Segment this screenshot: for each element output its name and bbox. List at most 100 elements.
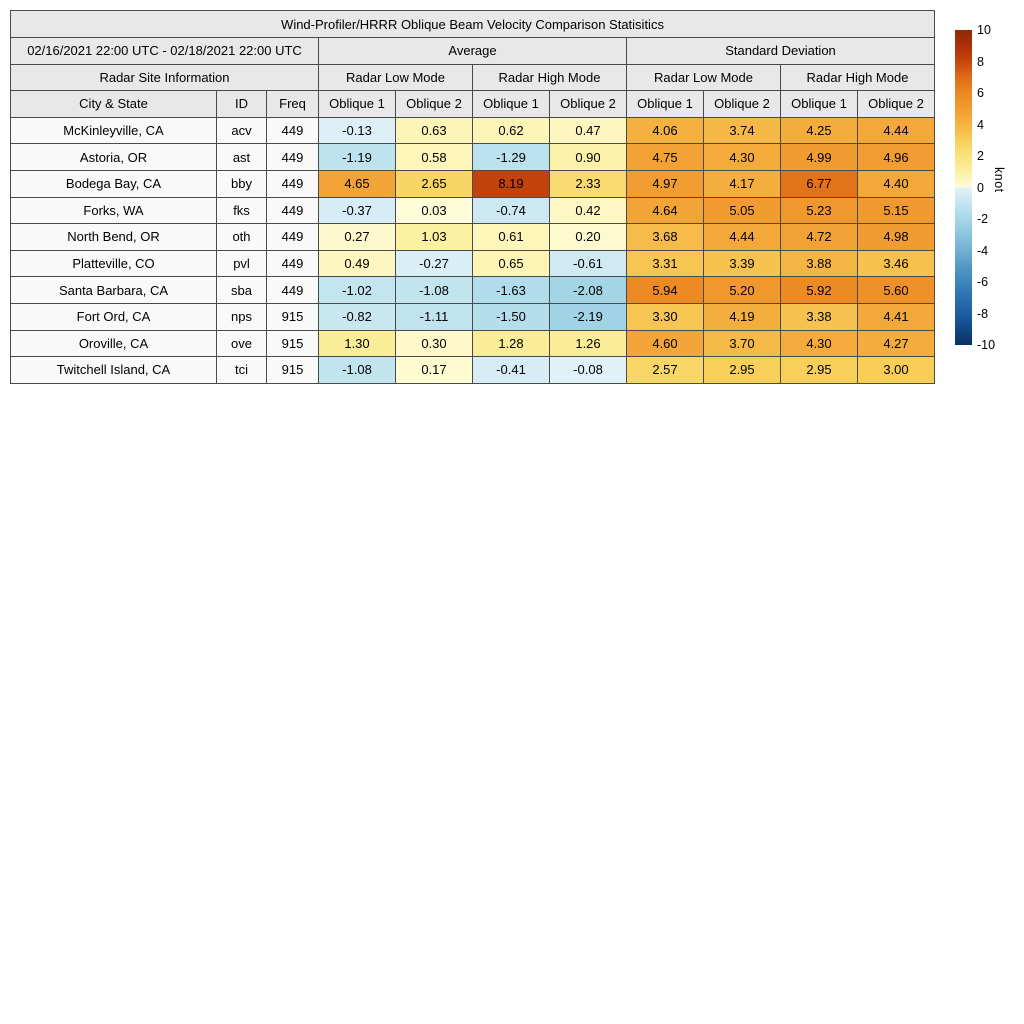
colorbar — [955, 30, 972, 345]
value-cell: 0.61 — [472, 223, 550, 251]
value-cell: 4.97 — [626, 169, 704, 198]
value-cell: -1.50 — [472, 302, 550, 331]
value-cell: -1.11 — [395, 302, 473, 331]
std-high-mode-header: Radar High Mode — [780, 63, 935, 92]
city-cell: Forks, WA — [10, 196, 217, 225]
value-cell: 5.15 — [857, 196, 935, 225]
table-row: McKinleyville, CA acv 449 -0.13 0.63 0.62 0.47… — [10, 116, 935, 145]
value-cell: 2.95 — [780, 356, 858, 384]
freq-cell: 449 — [266, 169, 319, 198]
colorbar-tick-label: -6 — [977, 275, 989, 289]
table-body: McKinleyville, CA acv 449 -0.13 0.63 0.62 0.47… — [10, 116, 935, 384]
stddev-group-header: Standard Deviation — [626, 37, 935, 65]
table-row: Oroville, CA ove 915 1.30 0.30 1.28 1.26 4.60 3.… — [10, 329, 935, 358]
value-cell: 1.30 — [318, 329, 396, 358]
date-range-cell: 02/16/2021 22:00 UTC - 02/18/2021 22:00 … — [10, 37, 319, 65]
value-cell: 4.30 — [780, 329, 858, 358]
value-cell: 4.44 — [857, 116, 935, 145]
city-cell: Santa Barbara, CA — [10, 276, 217, 304]
value-cell: 3.46 — [857, 249, 935, 278]
avg-high-oblique1-header: Oblique 1 — [472, 90, 550, 118]
value-cell: 5.92 — [780, 276, 858, 304]
value-cell: 0.30 — [395, 329, 473, 358]
colorbar-tick-label: 6 — [977, 86, 984, 100]
city-cell: Oroville, CA — [10, 329, 217, 358]
id-cell: ast — [216, 143, 267, 171]
value-cell: 0.63 — [395, 116, 473, 145]
freq-cell: 449 — [266, 116, 319, 145]
colorbar-tick-label: -8 — [977, 306, 989, 321]
freq-cell: 449 — [266, 143, 319, 171]
colorbar-tick-label: 2 — [977, 149, 984, 163]
id-cell: oth — [216, 223, 267, 251]
freq-cell: 449 — [266, 276, 319, 304]
value-cell: 5.60 — [857, 276, 935, 304]
id-cell: ove — [216, 329, 267, 358]
table-row: Forks, WA fks 449 -0.37 0.03 -0.74 0.42 4.64 5.0… — [10, 196, 935, 225]
stats-table: Wind-Profiler/HRRR Oblique Beam Velocity… — [10, 10, 935, 384]
city-cell: Bodega Bay, CA — [10, 169, 217, 198]
value-cell: -0.08 — [549, 356, 627, 384]
colorbar-tick-label: 10 — [977, 23, 991, 37]
value-cell: 4.98 — [857, 223, 935, 251]
value-cell: -2.19 — [549, 302, 627, 331]
value-cell: -0.37 — [318, 196, 396, 225]
freq-cell: 449 — [266, 196, 319, 225]
value-cell: 0.90 — [549, 143, 627, 171]
value-cell: 6.77 — [780, 169, 858, 198]
value-cell: 4.99 — [780, 143, 858, 171]
std-low-oblique1-header: Oblique 1 — [626, 90, 704, 118]
freq-cell: 915 — [266, 356, 319, 384]
value-cell: 3.31 — [626, 249, 704, 278]
value-cell: 0.62 — [472, 116, 550, 145]
freq-header: Freq — [266, 90, 319, 118]
avg-high-mode-header: Radar High Mode — [472, 63, 627, 92]
colorbar-tick-label: 4 — [977, 117, 984, 132]
value-cell: -0.61 — [549, 249, 627, 278]
value-cell: 1.28 — [472, 329, 550, 358]
value-cell: -1.19 — [318, 143, 396, 171]
value-cell: -1.08 — [318, 356, 396, 384]
colorbar-tick-label: -10 — [977, 338, 996, 352]
value-cell: -1.02 — [318, 276, 396, 304]
value-cell: 8.19 — [472, 169, 550, 198]
value-cell: 4.64 — [626, 196, 704, 225]
value-cell: 4.65 — [318, 169, 396, 198]
value-cell: 4.60 — [626, 329, 704, 358]
freq-cell: 915 — [266, 302, 319, 331]
value-cell: 0.47 — [549, 116, 627, 145]
value-cell: 1.26 — [549, 329, 627, 358]
value-cell: 3.88 — [780, 249, 858, 278]
id-cell: nps — [216, 302, 267, 331]
table-row: Platteville, CO pvl 449 0.49 -0.27 0.65 -0.61 3… — [10, 249, 935, 278]
avg-low-mode-header: Radar Low Mode — [318, 63, 473, 92]
table-row: Santa Barbara, CA sba 449 -1.02 -1.08 -1.63 -2… — [10, 276, 935, 304]
id-header: ID — [216, 90, 267, 118]
colorbar-unit-label: knot — [992, 167, 1006, 193]
value-cell: -0.82 — [318, 302, 396, 331]
value-cell: 2.33 — [549, 169, 627, 198]
value-cell: -1.63 — [472, 276, 550, 304]
value-cell: 0.65 — [472, 249, 550, 278]
value-cell: -2.08 — [549, 276, 627, 304]
std-high-oblique1-header: Oblique 1 — [780, 90, 858, 118]
value-cell: 4.30 — [703, 143, 781, 171]
city-cell: Twitchell Island, CA — [10, 356, 217, 384]
value-cell: 2.57 — [626, 356, 704, 384]
table-title: Wind-Profiler/HRRR Oblique Beam Velocity… — [10, 10, 935, 38]
radar-site-info-header: Radar Site Information — [10, 63, 319, 92]
value-cell: 3.74 — [703, 116, 781, 145]
value-cell: 0.49 — [318, 249, 396, 278]
group-header-row: 02/16/2021 22:00 UTC - 02/18/2021 22:00 … — [10, 37, 935, 65]
value-cell: 4.40 — [857, 169, 935, 198]
table-row: Fort Ord, CA nps 915 -0.82 -1.11 -1.50 -2.19 3.… — [10, 302, 935, 331]
value-cell: 3.30 — [626, 302, 704, 331]
id-cell: fks — [216, 196, 267, 225]
value-cell: 3.70 — [703, 329, 781, 358]
id-cell: acv — [216, 116, 267, 145]
freq-cell: 449 — [266, 249, 319, 278]
city-cell: North Bend, OR — [10, 223, 217, 251]
table-row: Astoria, OR ast 449 -1.19 0.58 -1.29 0.90 4.75 4… — [10, 143, 935, 171]
id-cell: sba — [216, 276, 267, 304]
city-cell: Fort Ord, CA — [10, 302, 217, 331]
